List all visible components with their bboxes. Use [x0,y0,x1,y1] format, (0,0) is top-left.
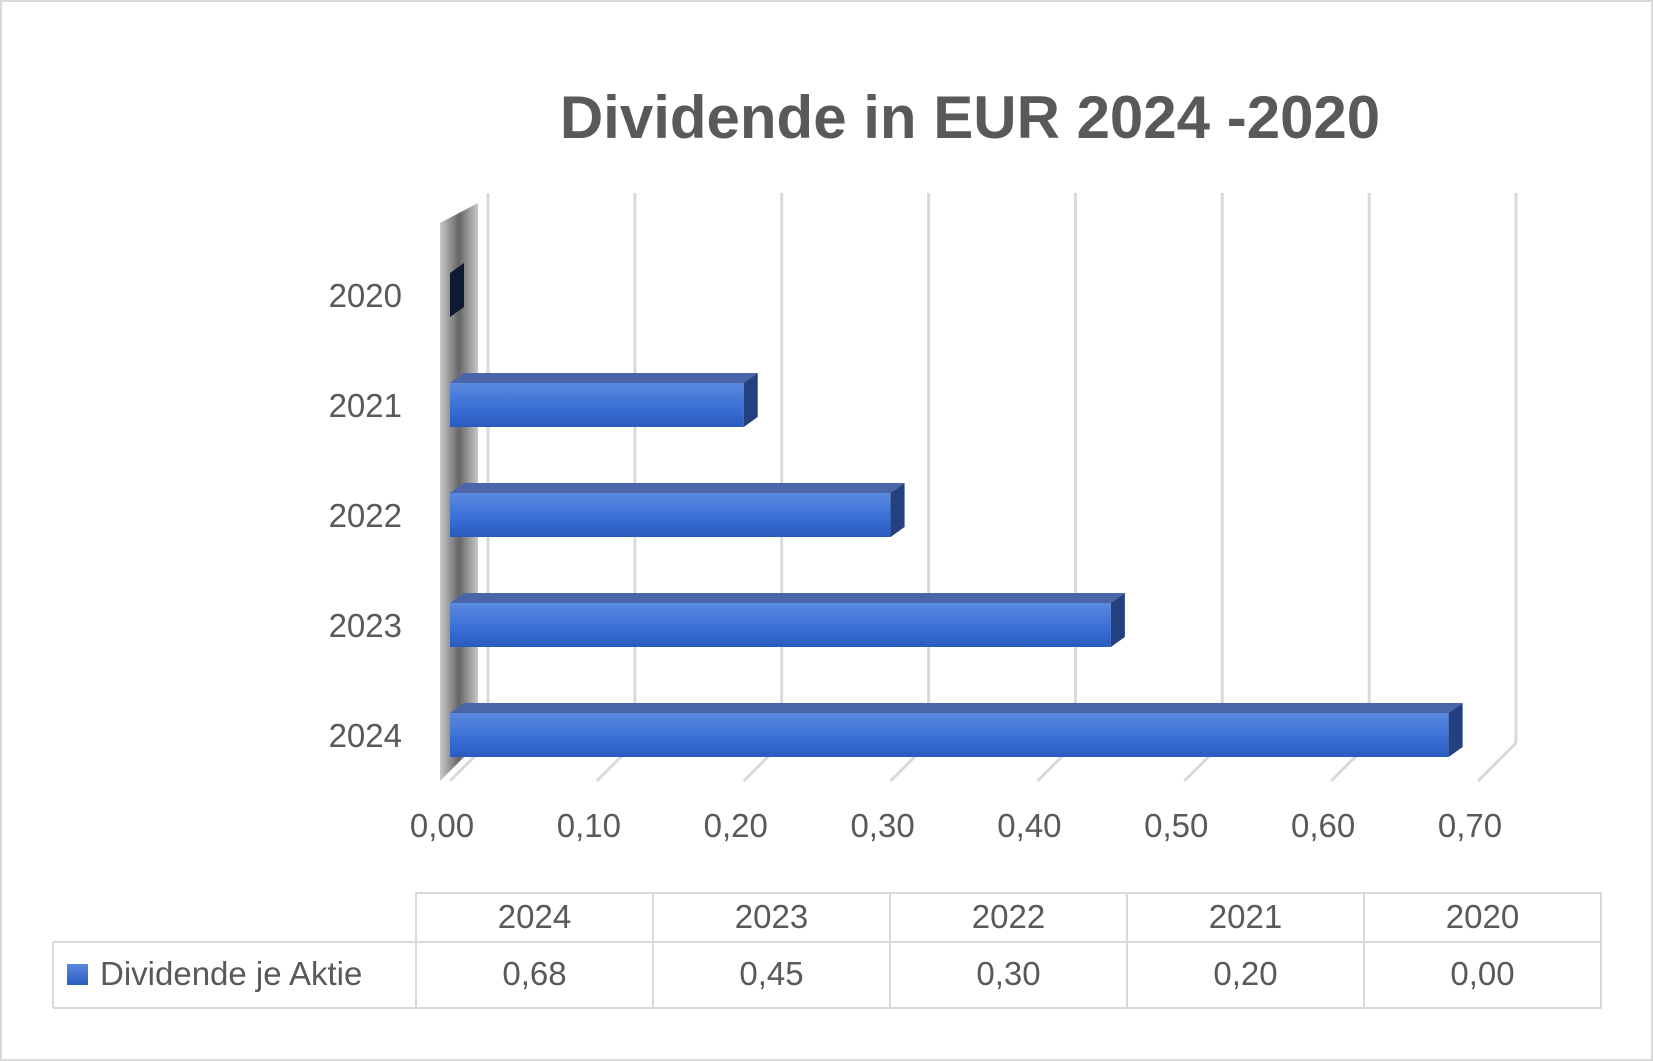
table-header-cell: 2023 [735,898,808,935]
x-tick-label: 0,50 [1144,807,1208,844]
table-header-cell: 2024 [498,898,571,935]
bars [450,263,1463,757]
x-tick-label: 0,60 [1291,807,1355,844]
x-tick-label: 0,00 [410,807,474,844]
gridline-floor [1476,741,1518,783]
category-label: 2023 [329,607,402,644]
bar-2021 [450,383,744,427]
category-labels: 2020 2021 2022 2023 2024 [329,277,402,754]
table-value-cell: 0,20 [1213,955,1277,992]
bar-top-2021 [450,373,758,383]
bar-top-2023 [450,593,1125,603]
table-value-cell: 0,00 [1450,955,1514,992]
table-row-label: Dividende je Aktie [100,955,362,992]
chart-title: Dividende in EUR 2024 -2020 [560,84,1380,151]
bar-side-2023 [1110,593,1125,647]
x-tick-labels: 0,00 0,10 0,20 0,30 0,40 0,50 0,60 0,70 [410,807,1502,844]
category-label: 2022 [329,497,402,534]
table-header-cell: 2021 [1209,898,1282,935]
x-tick-label: 0,40 [997,807,1061,844]
x-tick-label: 0,10 [557,807,621,844]
x-tick-label: 0,70 [1438,807,1502,844]
category-label: 2021 [329,387,402,424]
bar-top-2022 [450,483,905,493]
legend-swatch [67,964,88,985]
table-value-cell: 0,30 [976,955,1040,992]
x-tick-label: 0,30 [850,807,914,844]
bar-2024 [450,713,1449,757]
bar-2022 [450,493,891,537]
x-tick-label: 0,20 [704,807,768,844]
bar-2023 [450,603,1111,647]
table-value-cell: 0,45 [739,955,803,992]
bar-side-2024 [1448,703,1463,757]
bar-side-2021 [743,373,758,427]
category-label: 2020 [329,277,402,314]
category-label: 2024 [329,717,402,754]
table-header-cell: 2020 [1446,898,1519,935]
bar-top-2024 [450,703,1463,713]
bar-2020 [450,263,464,317]
table-border [415,892,1602,1009]
data-table: 2024 2023 2022 2021 2020 0,68 0,45 0,30 0,20 0,00… [52,892,1602,1009]
table-value-cell: 0,68 [502,955,566,992]
bar-side-2022 [890,483,905,537]
table-header-cell: 2022 [972,898,1045,935]
